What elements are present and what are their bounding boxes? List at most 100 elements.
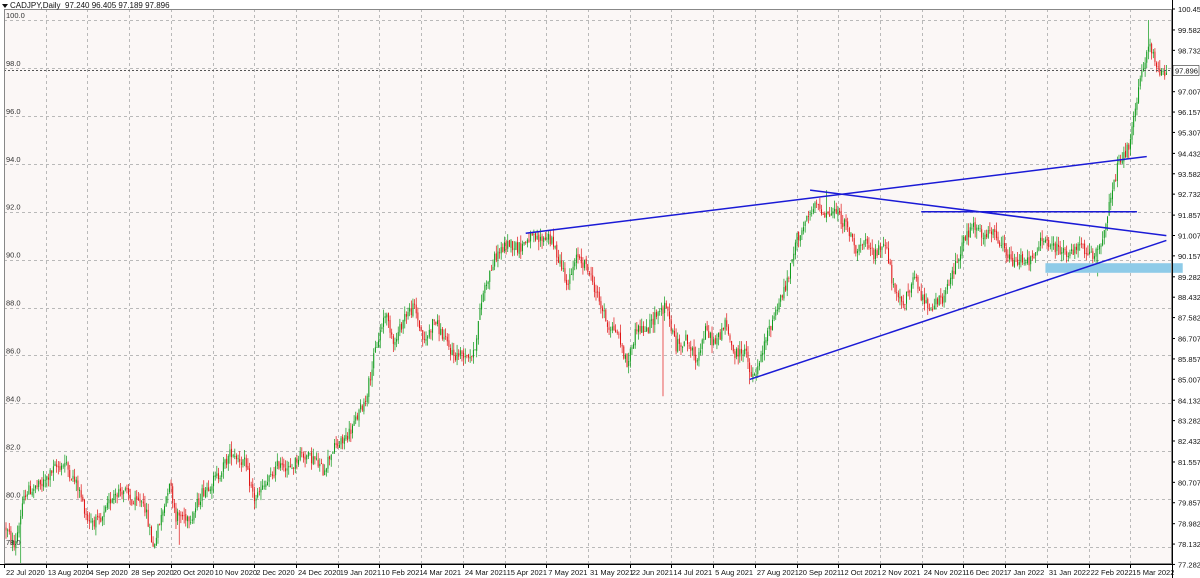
candle-body — [448, 340, 450, 347]
dropdown-triangle-icon[interactable] — [2, 3, 8, 8]
candle-body — [291, 468, 293, 469]
candle-body — [1165, 72, 1167, 75]
candle-body — [691, 347, 693, 351]
candle-body — [13, 541, 15, 548]
candle-body — [44, 479, 46, 481]
y-tick-label: 78.132 — [1178, 540, 1200, 549]
candle-body — [347, 435, 349, 441]
candle-body — [273, 474, 275, 477]
candle-body — [1105, 223, 1107, 230]
candle-body — [1107, 216, 1109, 223]
candle-body — [654, 312, 656, 325]
candle-body — [1141, 71, 1143, 78]
candle-body — [1108, 202, 1110, 216]
candle-body — [340, 438, 342, 445]
candle-body — [1004, 242, 1006, 249]
candle-body — [843, 219, 845, 227]
candle-body — [1035, 252, 1037, 257]
candle-body — [23, 495, 25, 504]
candle-body — [763, 341, 765, 354]
candle-body — [680, 344, 682, 347]
candle-body — [517, 242, 519, 253]
candle-body — [554, 246, 556, 248]
candle-body — [294, 458, 296, 469]
candle-body — [20, 516, 22, 525]
candle-body — [41, 483, 43, 487]
candle-body — [840, 210, 842, 224]
candle-body — [185, 514, 187, 521]
x-tick-label: 19 Jan 2021 — [340, 568, 381, 577]
candle-body — [598, 291, 600, 302]
candle-body — [816, 202, 818, 204]
candle-body — [203, 488, 205, 496]
candle-body — [1053, 243, 1055, 246]
candle-body — [734, 351, 736, 358]
candle-body — [10, 530, 12, 544]
candle-body — [83, 499, 85, 514]
candle-body — [1080, 243, 1082, 245]
y-tick-label-left: 98.0 — [6, 59, 21, 68]
candle-body — [1128, 144, 1130, 150]
candle-body — [253, 492, 255, 502]
candle-body — [454, 355, 456, 361]
candle-body — [973, 222, 975, 227]
candle-body — [490, 270, 492, 271]
x-tick-label: 15 Apr 2021 — [507, 568, 547, 577]
x-tick-label: 7 May 2021 — [548, 568, 587, 577]
candle-body — [526, 239, 528, 244]
candle-body — [1090, 251, 1092, 253]
candle-body — [139, 499, 141, 503]
x-tick-label: 4 Sep 2020 — [89, 568, 127, 577]
candle-body — [1098, 245, 1100, 250]
candle-body — [126, 488, 128, 490]
candle-body — [360, 404, 362, 410]
y-tick-label-left: 96.0 — [6, 107, 21, 116]
candle-body — [1015, 260, 1017, 262]
candle-body — [683, 341, 685, 347]
candle-body — [742, 354, 744, 356]
candle-body — [523, 242, 525, 245]
candle-body — [894, 283, 896, 292]
candle-body — [687, 334, 689, 345]
candle-body — [577, 253, 579, 258]
candle-body — [1111, 190, 1113, 200]
candle-body — [874, 249, 876, 260]
candle-body — [941, 296, 943, 304]
candle-body — [232, 455, 234, 457]
candle-body — [1056, 243, 1058, 252]
candle-body — [629, 348, 631, 362]
candle-body — [494, 253, 496, 267]
candle-body — [485, 284, 487, 287]
candle-body — [1075, 246, 1077, 250]
candle-body — [886, 246, 888, 248]
candle-body — [381, 327, 383, 329]
candle-body — [497, 251, 499, 260]
candle-body — [543, 237, 545, 243]
candle-body — [106, 502, 108, 508]
candle-body — [845, 218, 847, 222]
candle-body — [1157, 66, 1159, 68]
candle-body — [639, 326, 641, 332]
candle-body — [57, 466, 59, 468]
candle-body — [97, 516, 99, 517]
candle-body — [1146, 51, 1148, 63]
x-tick-label: 10 Nov 2020 — [215, 568, 258, 577]
candle-body — [376, 347, 378, 348]
candle-body — [807, 215, 809, 217]
candle-body — [178, 512, 180, 516]
candle-body — [544, 237, 546, 240]
candle-body — [150, 526, 152, 543]
candle-body — [136, 496, 138, 499]
candle-body — [953, 271, 955, 274]
candle-body — [8, 529, 10, 532]
x-tick-label: 12 Oct 2021 — [840, 568, 881, 577]
candle-body — [137, 497, 139, 500]
candle-body — [768, 326, 770, 330]
y-tick-label: 85.007 — [1178, 375, 1200, 384]
candle-body — [387, 313, 389, 322]
candle-body — [1020, 254, 1022, 263]
candle-body — [324, 470, 326, 476]
candle-body — [940, 295, 942, 298]
candle-body — [669, 311, 671, 320]
